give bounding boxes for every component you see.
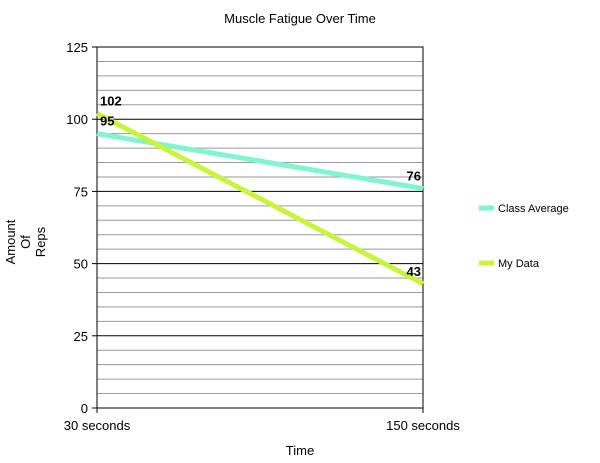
y-axis-title: Amount Of Reps [3, 219, 48, 264]
data-label: 43 [407, 264, 421, 279]
plot-area-border [96, 46, 424, 409]
y-tick-label: 50 [74, 257, 88, 272]
y-tick-label: 75 [74, 184, 88, 199]
chart-title: Muscle Fatigue Over Time [224, 11, 376, 26]
x-tick-label: 150 seconds [386, 418, 460, 433]
data-label: 95 [100, 114, 114, 129]
legend-label: Class Average [498, 203, 569, 215]
y-axis-title-line-1: Amount [3, 219, 18, 264]
x-tick-labels: 30 seconds 150 seconds [64, 418, 461, 433]
major-gridlines [97, 118, 423, 337]
series-lines [95, 111, 425, 287]
y-tick-label: 25 [74, 329, 88, 344]
series-line [96, 131, 424, 191]
y-axis-title-line-2: Of [18, 235, 33, 249]
minor-gridlines [97, 60, 423, 395]
y-tick-label: 125 [66, 40, 88, 55]
data-label: 102 [100, 93, 122, 108]
data-label: 76 [407, 169, 421, 184]
data-labels: 95 76 102 43 [100, 93, 421, 278]
y-tick-label: 100 [66, 112, 88, 127]
series-line [95, 111, 425, 287]
x-axis-title: Time [286, 443, 314, 458]
y-tick-labels: 0 25 50 75 100 125 [66, 40, 88, 416]
x-tick-label: 30 seconds [64, 418, 131, 433]
legend: Class Average My Data [479, 203, 569, 270]
y-tick-label: 0 [81, 401, 88, 416]
y-axis-title-line-3: Reps [33, 226, 48, 257]
plot-frame [92, 46, 424, 413]
legend-label: My Data [498, 258, 540, 270]
